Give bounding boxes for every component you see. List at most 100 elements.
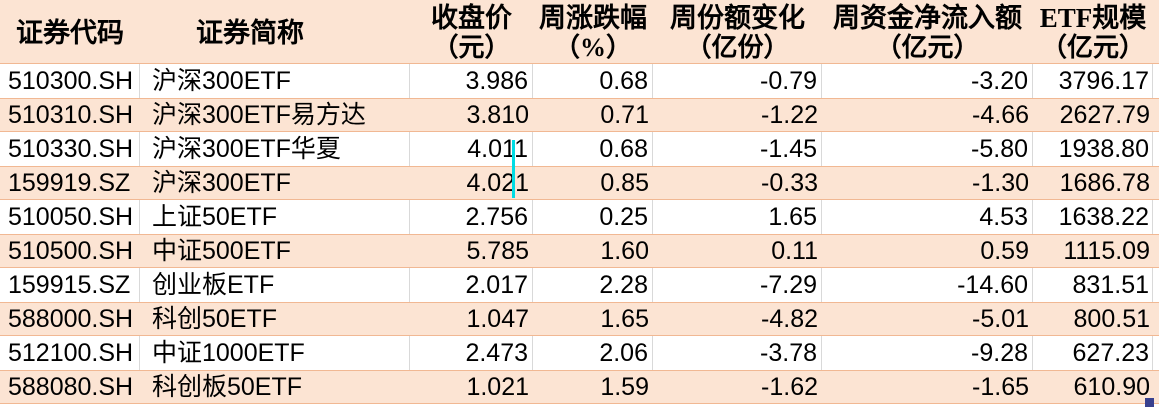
cell-etf-scale[interactable]: 610.90	[1073, 373, 1150, 401]
cell-code[interactable]: 510500.SH	[8, 237, 134, 265]
cell-etf-scale[interactable]: 2627.79	[1059, 101, 1150, 129]
table-row: 512100.SH 中证1000ETF 2.473 2.06 -3.78 -9.…	[0, 336, 1159, 370]
cell-share-change[interactable]: -1.22	[761, 101, 818, 129]
cell-name[interactable]: 科创板50ETF	[152, 373, 303, 401]
cell-code[interactable]: 588000.SH	[8, 305, 134, 333]
header-cell-net-inflow[interactable]: 周资金净流入额 （亿元）	[822, 0, 1033, 64]
row-filler	[1153, 132, 1159, 166]
cell-share-change[interactable]: -7.29	[653, 268, 822, 302]
table-row: 510330.SH 沪深300ETF华夏 4.011 0.68 -1.45 -5…	[0, 132, 1159, 166]
row-filler	[1153, 302, 1159, 336]
cell-weekly-change[interactable]: 0.71	[600, 101, 649, 129]
header-cell-etf-scale[interactable]: ETF规模 （亿元）	[1033, 0, 1153, 64]
table-row: 588000.SH 科创50ETF 1.047 1.65 -4.82 -5.01…	[0, 302, 1159, 336]
cell-net-inflow[interactable]: -3.20	[822, 64, 1033, 98]
cell-close-price[interactable]: 4.021	[466, 169, 529, 197]
header-cell-code[interactable]: 证券代码	[0, 0, 140, 64]
cell-weekly-change[interactable]: 0.25	[533, 200, 653, 234]
cell-name[interactable]: 上证50ETF	[140, 200, 410, 234]
cell-net-inflow[interactable]: -1.30	[972, 169, 1029, 197]
cell-name[interactable]: 中证1000ETF	[140, 336, 410, 370]
cell-etf-scale[interactable]: 627.23	[1033, 336, 1153, 370]
cell-weekly-change[interactable]: 1.65	[600, 305, 649, 333]
row-filler	[1153, 336, 1159, 370]
cell-code[interactable]: 512100.SH	[0, 336, 140, 370]
cell-name[interactable]: 沪深300ETF	[152, 169, 291, 197]
header-label: ETF规模	[1039, 3, 1147, 33]
header-label: 周资金净流入额	[833, 3, 1022, 33]
cell-etf-scale[interactable]: 831.51	[1033, 268, 1153, 302]
cell-name[interactable]: 创业板ETF	[140, 268, 410, 302]
header-cell-share-change[interactable]: 周份额变化 （亿份）	[653, 0, 822, 64]
cell-name[interactable]: 中证500ETF	[152, 237, 291, 265]
cell-weekly-change[interactable]: 0.68	[533, 64, 653, 98]
header-cell-name[interactable]: 证券简称	[140, 0, 410, 64]
cell-name[interactable]: 沪深300ETF	[140, 64, 410, 98]
cell-close-price[interactable]: 1.047	[466, 305, 529, 333]
cell-weekly-change[interactable]: 2.28	[533, 268, 653, 302]
cell-share-change[interactable]: -0.79	[653, 64, 822, 98]
cell-close-price[interactable]: 4.011	[410, 132, 533, 166]
cell-close-price[interactable]: 2.017	[410, 268, 533, 302]
cell-net-inflow[interactable]: 4.53	[822, 200, 1033, 234]
cell-code[interactable]: 510050.SH	[0, 200, 140, 234]
cell-etf-scale[interactable]: 3796.17	[1033, 64, 1153, 98]
cell-code[interactable]: 510310.SH	[8, 101, 134, 129]
table-header-row: 证券代码 证券简称 收盘价 （元） 周涨跌幅 （%） 周份额变化 （亿份） 周资金净流…	[0, 0, 1159, 64]
cell-weekly-change[interactable]: 2.06	[533, 336, 653, 370]
cell-net-inflow[interactable]: -5.80	[822, 132, 1033, 166]
table-row: 588080.SH 科创板50ETF 1.021 1.59 -1.62 -1.6…	[0, 370, 1159, 404]
cell-close-price[interactable]: 2.756	[410, 200, 533, 234]
cell-weekly-change[interactable]: 0.68	[533, 132, 653, 166]
row-filler	[1153, 166, 1159, 200]
header-label: 证券代码	[16, 17, 124, 48]
cell-net-inflow[interactable]: -4.66	[972, 101, 1029, 129]
cell-close-price[interactable]: 3.986	[410, 64, 533, 98]
cell-code[interactable]: 510300.SH	[0, 64, 140, 98]
cell-etf-scale[interactable]: 800.51	[1073, 305, 1150, 333]
cell-weekly-change[interactable]: 0.85	[600, 169, 649, 197]
header-label: 周涨跌幅	[539, 3, 647, 33]
cell-net-inflow[interactable]: -14.60	[822, 268, 1033, 302]
cell-name[interactable]: 沪深300ETF华夏	[140, 132, 410, 166]
cell-code[interactable]: 159915.SZ	[0, 268, 140, 302]
cell-share-change[interactable]: -1.62	[761, 373, 818, 401]
cell-net-inflow[interactable]: -5.01	[972, 305, 1029, 333]
cyan-artifact-line	[512, 140, 515, 198]
cell-share-change[interactable]: -4.82	[761, 305, 818, 333]
cell-code[interactable]: 159919.SZ	[8, 169, 131, 197]
header-unit: （元）	[432, 33, 511, 62]
cell-close-price[interactable]: 1.021	[466, 373, 529, 401]
bottom-margin	[0, 404, 1159, 409]
cell-etf-scale[interactable]: 1938.80	[1033, 132, 1153, 166]
cell-etf-scale[interactable]: 1115.09	[1063, 237, 1150, 265]
cell-weekly-change[interactable]: 1.59	[600, 373, 649, 401]
cell-share-change[interactable]: -3.78	[653, 336, 822, 370]
cell-code[interactable]: 510330.SH	[0, 132, 140, 166]
cell-net-inflow[interactable]: -1.65	[972, 373, 1029, 401]
cell-etf-scale[interactable]: 1686.78	[1059, 169, 1150, 197]
cell-share-change[interactable]: 1.65	[653, 200, 822, 234]
cell-share-change[interactable]: -1.45	[653, 132, 822, 166]
cell-net-inflow[interactable]: 0.59	[980, 237, 1029, 265]
header-unit: （亿元）	[1040, 33, 1145, 62]
cell-share-change[interactable]: -0.33	[761, 169, 818, 197]
cell-close-price[interactable]: 3.810	[466, 101, 529, 129]
row-filler	[1153, 98, 1159, 132]
selection-fill-handle[interactable]	[1145, 398, 1154, 407]
cell-code[interactable]: 588080.SH	[8, 373, 134, 401]
header-cell-weekly-change[interactable]: 周涨跌幅 （%）	[533, 0, 653, 64]
cell-etf-scale[interactable]: 1638.22	[1033, 200, 1153, 234]
cell-close-price[interactable]: 5.785	[466, 237, 529, 265]
cell-close-price[interactable]: 2.473	[410, 336, 533, 370]
table-row: 510050.SH 上证50ETF 2.756 0.25 1.65 4.53 1…	[0, 200, 1159, 234]
table-row: 159919.SZ 沪深300ETF 4.021 0.85 -0.33 -1.3…	[0, 166, 1159, 200]
header-unit: （%）	[553, 33, 632, 62]
cell-share-change[interactable]: 0.11	[771, 237, 818, 265]
cell-weekly-change[interactable]: 1.60	[600, 237, 649, 265]
cell-name[interactable]: 科创50ETF	[152, 305, 278, 333]
header-cell-close-price[interactable]: 收盘价 （元）	[410, 0, 533, 64]
cell-name[interactable]: 沪深300ETF易方达	[152, 101, 366, 129]
table-row: 159915.SZ 创业板ETF 2.017 2.28 -7.29 -14.60…	[0, 268, 1159, 302]
cell-net-inflow[interactable]: -9.28	[822, 336, 1033, 370]
